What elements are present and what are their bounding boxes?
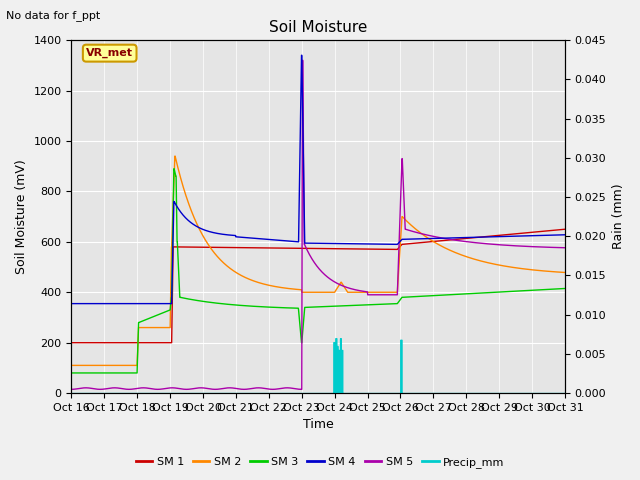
Y-axis label: Soil Moisture (mV): Soil Moisture (mV) <box>15 159 28 274</box>
SM 5 <box>294 386 302 392</box>
SM 2 <box>308 289 316 295</box>
SM 3 <box>547 287 554 292</box>
X-axis label: Time: Time <box>303 419 333 432</box>
SM 5 <box>68 386 76 392</box>
SM 1 <box>93 340 100 346</box>
SM 3 <box>456 291 464 297</box>
SM 5 <box>299 58 307 63</box>
SM 4 <box>561 232 569 238</box>
SM 1 <box>547 228 554 233</box>
SM 3 <box>93 370 100 376</box>
SM 2 <box>561 270 569 276</box>
Line: SM 3: SM 3 <box>72 169 565 373</box>
SM 2 <box>547 269 555 275</box>
SM 5 <box>456 238 464 244</box>
SM 2 <box>456 252 464 257</box>
SM 5 <box>561 245 569 251</box>
SM 1 <box>561 227 569 232</box>
SM 2 <box>294 287 302 292</box>
Line: SM 5: SM 5 <box>72 60 565 389</box>
SM 3 <box>547 287 555 292</box>
SM 4 <box>294 239 302 245</box>
Line: SM 4: SM 4 <box>72 55 565 304</box>
SM 4 <box>456 235 464 240</box>
SM 4 <box>308 240 316 246</box>
SM 5 <box>308 255 316 261</box>
SM 5 <box>547 244 555 250</box>
SM 4 <box>547 232 555 238</box>
Legend: SM 1, SM 2, SM 3, SM 4, SM 5, Precip_mm: SM 1, SM 2, SM 3, SM 4, SM 5, Precip_mm <box>131 452 509 472</box>
SM 2 <box>68 362 76 368</box>
Line: SM 2: SM 2 <box>72 156 565 365</box>
SM 4 <box>68 301 76 307</box>
SM 4 <box>93 301 100 307</box>
SM 2 <box>547 269 554 275</box>
SM 1 <box>68 340 76 346</box>
Text: VR_met: VR_met <box>86 48 133 58</box>
SM 1 <box>547 228 554 233</box>
SM 3 <box>308 304 316 310</box>
SM 3 <box>561 286 569 291</box>
SM 2 <box>93 362 100 368</box>
SM 3 <box>294 307 302 313</box>
SM 5 <box>93 386 100 392</box>
SM 4 <box>547 232 554 238</box>
Line: SM 1: SM 1 <box>72 229 565 343</box>
SM 3 <box>68 370 76 376</box>
SM 3 <box>170 166 178 172</box>
Text: No data for f_ppt: No data for f_ppt <box>6 10 100 21</box>
Y-axis label: Rain (mm): Rain (mm) <box>612 184 625 250</box>
SM 1 <box>294 245 302 251</box>
Title: Soil Moisture: Soil Moisture <box>269 20 367 35</box>
SM 5 <box>547 244 554 250</box>
SM 1 <box>456 236 464 242</box>
SM 4 <box>298 52 305 58</box>
SM 1 <box>308 246 316 252</box>
SM 2 <box>171 153 179 159</box>
